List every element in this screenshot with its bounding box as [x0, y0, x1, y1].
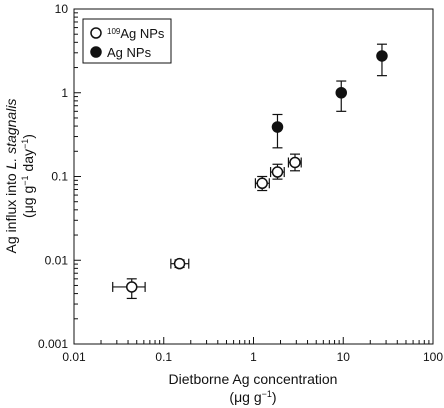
- x-tick-label: 10: [337, 350, 351, 364]
- ag109-np-point: [256, 177, 268, 190]
- ag109-np-point: [125, 281, 138, 293]
- data-points: [112, 43, 388, 300]
- y-tick-label: 0.01: [45, 253, 69, 267]
- y-tick-label: 0.001: [38, 337, 68, 351]
- ag109-np-point: [271, 166, 284, 178]
- legend: 109Ag NPs Ag NPs: [82, 18, 172, 64]
- x-axis-title: Dietborne Ag concentration: [169, 371, 338, 387]
- y-tick-label: 1: [61, 86, 68, 100]
- axis-ticks: [73, 8, 434, 345]
- y-axis-title: Ag influx into L. stagnalis: [3, 99, 19, 254]
- legend-label-ag: Ag NPs: [107, 45, 152, 60]
- ag109-np-point: [289, 156, 301, 169]
- y-axis-units: (μg g−1 day−1): [20, 134, 36, 218]
- x-tick-label: 0.01: [62, 350, 86, 364]
- ag-np-point: [271, 121, 284, 133]
- x-tick-label: 0.1: [155, 350, 172, 364]
- legend-label-109ag: 109Ag NPs: [107, 26, 165, 41]
- y-tick-label: 10: [55, 2, 69, 16]
- x-tick-label: 1: [250, 350, 257, 364]
- legend-filled-marker: [90, 46, 102, 58]
- x-tick-label: 100: [423, 350, 443, 364]
- ag-np-point: [335, 87, 348, 99]
- x-axis-units: (μg g−1): [229, 389, 276, 405]
- y-tick-label: 0.1: [51, 170, 68, 184]
- legend-open-marker: [90, 27, 102, 39]
- ag-np-point: [376, 50, 388, 62]
- ag109-np-point: [173, 257, 186, 270]
